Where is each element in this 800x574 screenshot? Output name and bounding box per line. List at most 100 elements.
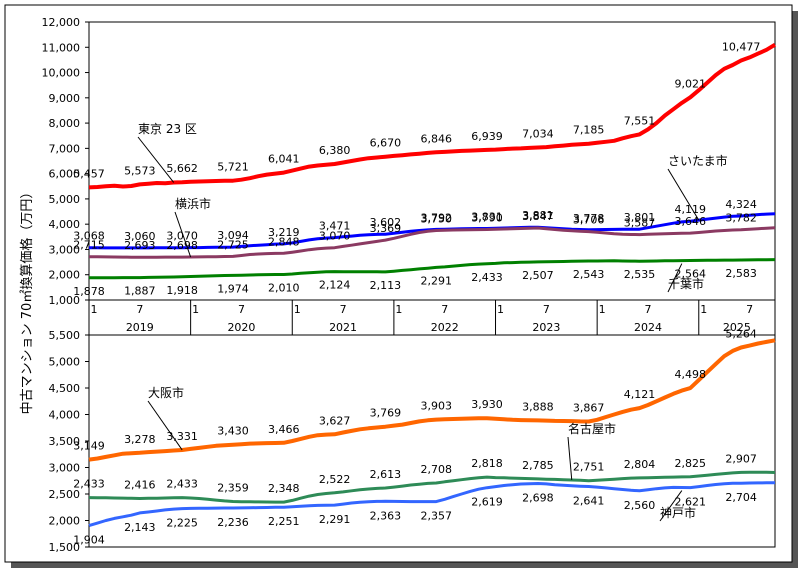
y-tick-label: 1,500 (49, 541, 81, 554)
data-label: 2,704 (725, 491, 757, 504)
year-label: 2024 (634, 321, 662, 334)
data-label: 3,602 (370, 216, 402, 229)
data-label: 3,778 (573, 212, 605, 225)
data-label: 2,751 (573, 461, 605, 474)
callout-leader (567, 436, 573, 480)
callout-leader (667, 168, 700, 221)
data-label: 6,846 (420, 132, 452, 145)
year-label: 2025 (723, 321, 751, 334)
y-tick-label: 5,500 (49, 329, 81, 342)
data-label: 2,583 (725, 267, 757, 280)
data-label: 2,522 (319, 473, 351, 486)
y-tick-label: 9,000 (49, 92, 81, 105)
callout-leader (137, 136, 175, 183)
data-label: 2,507 (522, 269, 554, 282)
data-label: 3,903 (420, 400, 452, 413)
data-label: 2,113 (370, 279, 402, 292)
data-label: 2,641 (573, 495, 605, 508)
data-label: 3,782 (725, 212, 757, 225)
y-axis-label: 中古マンション 70㎡換算価格（万円） (19, 186, 35, 415)
data-label: 2,143 (124, 521, 156, 534)
top-panel: 1,000 2,000 3,000 4,000 5,000 6,000 7,000 8,000… (42, 16, 777, 307)
data-label: 6,939 (471, 130, 503, 143)
year-label: 2022 (431, 321, 459, 334)
year-label: 2020 (227, 321, 255, 334)
callout-leader (659, 490, 683, 522)
data-label: 7,551 (624, 114, 656, 127)
y-tick-label: 7,000 (49, 142, 81, 155)
data-label: 2,291 (319, 513, 351, 526)
data-label: 3,466 (268, 423, 300, 436)
y-tick-label: 5,000 (49, 193, 81, 206)
data-label: 1,918 (166, 284, 198, 297)
data-label: 3,769 (370, 407, 402, 420)
data-label: 3,149 (73, 440, 105, 453)
month-tick-label: 1 (192, 303, 199, 316)
series-line (88, 42, 777, 190)
series-line (89, 258, 776, 280)
data-label: 3,790 (471, 211, 503, 224)
data-label: 3,219 (268, 226, 300, 239)
data-label: 3,331 (166, 430, 198, 443)
month-tick-label: 7 (340, 303, 347, 316)
year-axis: 1 7 2019 1 7 2020 1 7 2021 1 7 2022 1 7 2023 1 7 2024 1 7 20… (88, 299, 776, 336)
data-label: 5,662 (166, 162, 198, 175)
data-label: 9,021 (675, 77, 707, 90)
data-label: 3,471 (319, 220, 351, 233)
data-label: 3,847 (522, 210, 554, 223)
data-label: 5,573 (124, 164, 156, 177)
series-line (88, 338, 776, 462)
series-name-label: 名古屋市 (568, 421, 616, 436)
y-tick-label: 12,000 (42, 16, 81, 29)
data-label: 3,430 (217, 425, 249, 438)
data-label: 3,627 (319, 414, 351, 427)
month-tick-label: 7 (543, 303, 550, 316)
data-label: 3,070 (166, 230, 198, 243)
month-tick-label: 1 (395, 303, 402, 316)
callout-leader (147, 400, 183, 451)
y-tick-label: 3,000 (49, 462, 81, 475)
data-label: 2,560 (624, 499, 656, 512)
data-label: 2,291 (420, 274, 452, 287)
y-tick-label: 3,500 (49, 435, 81, 448)
month-tick-label: 7 (746, 303, 753, 316)
data-label: 1,974 (217, 282, 249, 295)
series-line (88, 481, 775, 528)
data-label: 2,433 (471, 271, 503, 284)
y-tick-label: 6,000 (49, 168, 81, 181)
y-tick-label: 2,000 (49, 269, 81, 282)
data-label: 6,670 (370, 137, 402, 150)
data-label: 2,698 (166, 239, 198, 252)
data-label: 4,119 (675, 203, 707, 216)
data-label: 3,750 (420, 213, 452, 226)
data-label: 3,831 (471, 210, 503, 223)
data-label: 3,706 (573, 214, 605, 227)
data-label: 2,010 (268, 281, 300, 294)
data-label: 2,698 (522, 492, 554, 505)
data-label: 3,060 (124, 230, 156, 243)
data-label: 2,715 (73, 239, 105, 252)
y-tick-label: 2,500 (49, 488, 81, 501)
data-label: 2,725 (217, 238, 249, 251)
series-line (88, 226, 776, 259)
data-label: 2,848 (268, 235, 300, 248)
data-label: 7,185 (573, 124, 605, 137)
data-label: 2,416 (124, 478, 156, 491)
data-label: 2,363 (370, 509, 402, 522)
month-tick-label: 1 (294, 303, 301, 316)
y-tick-label: 2,000 (49, 515, 81, 528)
data-label: 2,619 (471, 496, 503, 509)
data-label: 2,348 (268, 482, 300, 495)
data-label: 3,587 (624, 217, 656, 230)
data-label: 2,225 (166, 517, 198, 530)
y-tick-label: 4,000 (49, 218, 81, 231)
data-label: 6,380 (319, 144, 351, 157)
data-label: 5,457 (73, 167, 105, 180)
data-label: 2,357 (420, 510, 452, 523)
data-label: 1,878 (73, 285, 105, 298)
data-label: 3,930 (471, 398, 503, 411)
year-label: 2019 (126, 321, 154, 334)
